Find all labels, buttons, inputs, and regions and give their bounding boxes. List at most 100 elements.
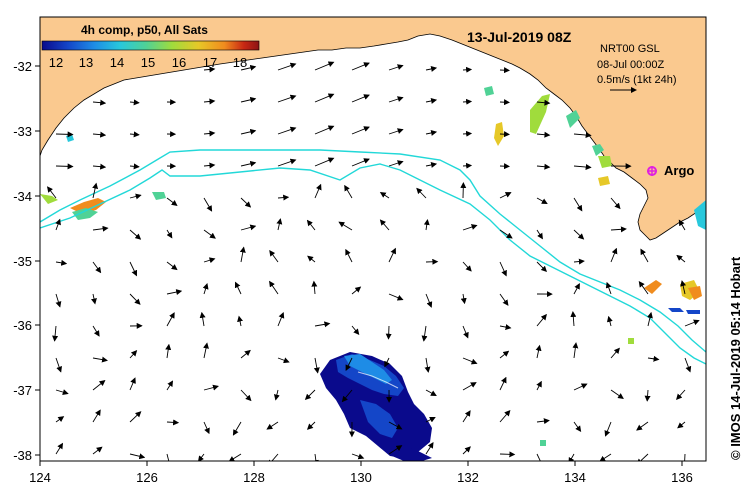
current-arrow [314,61,335,71]
current-arrow [240,128,257,135]
argo-float-marker[interactable] [647,166,657,176]
current-arrow [55,416,65,423]
current-arrow [536,418,550,425]
current-arrow [610,247,618,263]
current-arrow [535,344,542,359]
current-arrow [388,293,404,301]
current-arrow [425,130,438,136]
current-arrow [203,342,209,359]
map-title: 13-Jul-2019 08Z [467,29,572,45]
x-tick-label: 132 [457,470,479,485]
colorbar-tick: 12 [49,55,63,70]
current-arrow [166,261,178,271]
current-arrow [129,193,142,200]
current-arrow [536,229,543,240]
current-arrow [499,451,516,458]
current-arrow [462,261,472,272]
current-arrow [573,421,582,433]
current-vectors [46,61,700,461]
current-arrow [203,197,213,212]
current-arrow [311,280,318,295]
current-arrow [423,219,430,231]
current-arrow [351,325,360,335]
y-tick-label: -36 [13,318,32,333]
current-arrow [676,254,686,263]
current-arrow [92,99,107,106]
current-arrow [92,163,107,170]
current-arrow [680,280,687,295]
current-arrow [499,409,511,423]
current-arrow [536,163,551,170]
current-arrow [684,319,700,327]
current-arrow [166,312,175,327]
current-arrow [425,416,436,423]
current-arrow [129,99,140,106]
current-arrow [425,162,438,168]
current-arrow [314,321,331,328]
current-arrow [462,66,473,73]
current-arrow [462,382,477,391]
current-arrow [605,281,612,295]
current-arrow [460,293,467,305]
current-arrow [129,261,138,277]
current-arrow [676,389,686,400]
current-arrow [344,184,353,199]
colorbar-tick: 18 [233,55,247,70]
info-block: NRT00 GSL 08-Jul 00:00Z 0.5m/s (1kt 24h) [597,43,676,93]
current-arrow [425,98,438,104]
current-arrow [610,347,620,359]
current-arrow [129,131,140,138]
current-arrow [610,226,627,233]
current-arrow [647,355,660,362]
current-arrow [640,248,649,263]
current-arrow [203,421,210,435]
current-arrow [388,421,403,430]
current-arrow [166,229,173,239]
y-tick-label: -34 [13,189,32,204]
current-arrow [240,197,252,208]
colorbar-tick: 14 [110,55,124,70]
current-arrow [55,293,62,308]
current-arrow [129,411,142,423]
plot-frame [39,16,707,462]
current-arrow [52,325,59,342]
current-arrow [379,191,390,199]
current-arrow [421,325,428,342]
current-arrow [203,229,216,239]
current-arrow [499,229,513,239]
current-arrow [388,247,396,263]
current-arrow [55,259,68,266]
current-arrow [203,162,216,169]
current-arrow [92,131,107,138]
current-arrow [240,224,257,231]
current-arrow [199,311,206,327]
current-arrow [240,96,257,103]
current-arrow [92,182,99,199]
current-arrow [240,349,251,359]
current-arrow [166,419,180,426]
current-arrow [610,389,624,399]
current-arrow [568,453,575,461]
x-axis: 124 126 128 130 132 134 136 [29,461,693,485]
current-arrow [269,280,279,295]
current-arrow [388,64,404,71]
current-arrow [203,384,219,391]
current-arrow [606,315,613,327]
x-tick-label: 124 [29,470,51,485]
current-arrow [277,194,290,201]
current-arrow [314,157,335,167]
current-arrow [166,289,183,296]
current-arrow [55,131,74,138]
current-arrow [237,315,243,327]
current-arrow [91,293,97,305]
current-arrow [462,224,478,231]
current-arrow [684,357,692,373]
current-arrow [536,99,551,106]
current-arrow [351,453,365,460]
current-arrow [314,125,335,135]
current-arrow [203,130,216,137]
current-arrow [92,379,106,391]
current-arrow [277,158,297,167]
current-arrow [129,229,142,240]
